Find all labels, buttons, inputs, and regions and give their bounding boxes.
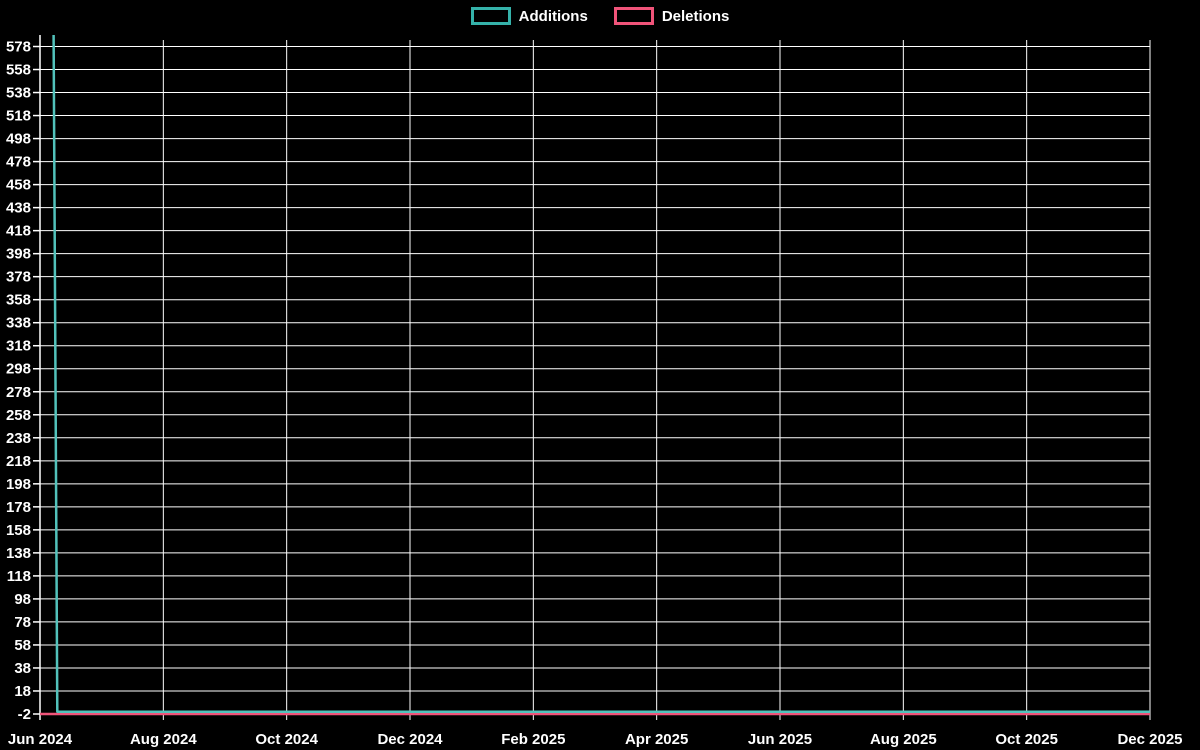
y-axis-label: 438: [6, 200, 31, 217]
y-axis-label: 278: [6, 384, 31, 401]
y-axis-label: 38: [14, 660, 31, 677]
y-axis-label: -2: [18, 706, 31, 723]
y-axis-label: 578: [6, 39, 31, 56]
y-axis-label: 498: [6, 131, 31, 148]
x-axis-label: Feb 2025: [501, 731, 565, 748]
x-axis-label: Oct 2024: [255, 731, 318, 748]
x-axis-label: Aug 2024: [130, 731, 197, 748]
y-axis-label: 198: [6, 476, 31, 493]
x-axis-label: Apr 2025: [625, 731, 688, 748]
y-axis-label: 518: [6, 108, 31, 125]
y-axis-label: 538: [6, 85, 31, 102]
y-axis-label: 218: [6, 453, 31, 470]
y-axis-label: 98: [14, 591, 31, 608]
x-axis-label: Aug 2025: [870, 731, 937, 748]
y-axis-label: 158: [6, 522, 31, 539]
legend-item-deletions[interactable]: Deletions: [613, 7, 730, 25]
x-axis-label: Jun 2025: [748, 731, 812, 748]
y-axis-label: 118: [7, 568, 31, 585]
y-axis-label: 138: [6, 545, 31, 562]
y-axis-label: 318: [6, 338, 31, 355]
y-axis-label: 418: [6, 223, 31, 240]
y-axis-label: 258: [6, 407, 31, 424]
y-axis-label: 78: [14, 614, 31, 631]
deletions-swatch-icon: [613, 7, 654, 25]
y-axis-label: 18: [14, 683, 31, 700]
x-axis-label: Jun 2024: [8, 731, 73, 748]
y-axis-label: 398: [6, 246, 31, 263]
y-axis-label: 298: [6, 361, 31, 378]
legend-label-deletions: Deletions: [661, 7, 730, 25]
chart-legend: Additions Deletions: [0, 7, 1200, 25]
additions-swatch-icon: [470, 7, 511, 25]
y-axis-label: 478: [6, 154, 31, 171]
legend-item-additions[interactable]: Additions: [470, 7, 588, 25]
y-axis-label: 458: [6, 177, 31, 194]
legend-label-additions: Additions: [518, 7, 588, 25]
y-axis-label: 358: [6, 292, 31, 309]
x-axis-label: Dec 2024: [377, 731, 443, 748]
y-axis-label: 558: [6, 62, 31, 79]
y-axis-label: 338: [6, 315, 31, 332]
series-line-additions: [52, 34, 1150, 713]
y-axis-label: 378: [6, 269, 31, 286]
y-axis-label: 178: [6, 499, 31, 516]
x-axis-label: Oct 2025: [995, 731, 1058, 748]
y-axis-label: 58: [14, 637, 31, 654]
x-axis-label: Dec 2025: [1117, 731, 1182, 748]
y-axis-label: 238: [6, 430, 31, 447]
